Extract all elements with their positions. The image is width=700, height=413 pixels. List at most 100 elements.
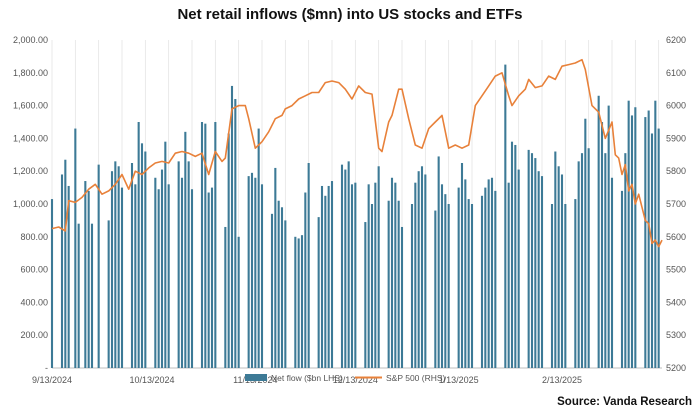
y-left-tick-label: 1,000.00 bbox=[13, 199, 48, 209]
bar bbox=[257, 128, 260, 368]
bar bbox=[200, 122, 204, 368]
bar bbox=[620, 190, 624, 368]
bar bbox=[297, 238, 300, 368]
bar bbox=[654, 100, 657, 369]
bar bbox=[320, 185, 324, 368]
bar bbox=[340, 164, 344, 368]
y-right-tick-label: 5400 bbox=[666, 297, 686, 307]
bar bbox=[400, 226, 404, 368]
bar bbox=[554, 151, 557, 368]
bar bbox=[107, 220, 110, 368]
bar bbox=[447, 204, 450, 368]
sp500-line bbox=[51, 58, 663, 248]
bar bbox=[214, 122, 217, 368]
bar bbox=[144, 151, 147, 368]
bar bbox=[557, 166, 560, 368]
y-right-tick-label: 5200 bbox=[666, 363, 686, 373]
y-left-tick-label: 1,400.00 bbox=[13, 133, 48, 143]
bar bbox=[184, 131, 187, 368]
bar bbox=[354, 182, 357, 368]
bar bbox=[577, 161, 580, 368]
bar bbox=[137, 122, 140, 368]
bar bbox=[284, 220, 287, 368]
y-right-tick-label: 5600 bbox=[666, 232, 686, 242]
bar bbox=[74, 128, 77, 368]
bar bbox=[634, 107, 637, 369]
bar bbox=[414, 182, 417, 368]
bar bbox=[177, 161, 180, 368]
bar bbox=[210, 187, 214, 368]
y-left-tick-label: 2,000.00 bbox=[13, 35, 48, 45]
bar bbox=[604, 153, 607, 368]
bar bbox=[280, 207, 284, 368]
y-right-tick-label: 6000 bbox=[666, 101, 686, 111]
bar bbox=[270, 213, 274, 368]
x-tick-label: 9/13/2024 bbox=[32, 375, 72, 385]
bar bbox=[304, 192, 307, 368]
bar bbox=[324, 195, 327, 368]
bar bbox=[517, 169, 520, 368]
bar bbox=[397, 200, 400, 368]
bar bbox=[370, 204, 374, 368]
bar bbox=[64, 159, 67, 368]
bar bbox=[420, 166, 424, 368]
bar bbox=[490, 177, 494, 368]
bar bbox=[550, 204, 554, 368]
bar bbox=[580, 153, 584, 368]
y-right-tick-label: 6100 bbox=[666, 68, 686, 78]
y-left-tick-label: 200.00 bbox=[20, 330, 48, 340]
bar bbox=[484, 187, 487, 368]
bar bbox=[440, 184, 444, 368]
bar bbox=[564, 204, 567, 368]
legend: Net flow ($bn LHS) S&P 500 (RHS) bbox=[245, 373, 446, 383]
y-left-tick-label: 1,800.00 bbox=[13, 68, 48, 78]
bar bbox=[294, 236, 297, 368]
x-tick-label: 1/13/2025 bbox=[439, 375, 479, 385]
bar bbox=[237, 236, 240, 368]
legend-line-label: S&P 500 (RHS) bbox=[386, 373, 446, 383]
bar bbox=[464, 179, 467, 368]
bar bbox=[204, 123, 207, 368]
bar bbox=[300, 235, 304, 368]
bar bbox=[650, 133, 654, 368]
y-left-tick-label: - bbox=[45, 363, 48, 373]
bar bbox=[97, 164, 100, 368]
bar bbox=[260, 184, 264, 368]
bar bbox=[317, 217, 320, 368]
bar bbox=[607, 105, 610, 368]
bar bbox=[130, 163, 134, 368]
bar bbox=[114, 161, 117, 368]
bar bbox=[394, 182, 397, 368]
bar bbox=[164, 141, 167, 368]
bar bbox=[367, 184, 370, 368]
chart-title: Net retail inflows ($mn) into US stocks … bbox=[177, 6, 523, 23]
bar bbox=[117, 166, 120, 368]
y-left-tick-label: 400.00 bbox=[20, 297, 48, 307]
bar bbox=[494, 190, 497, 368]
bar bbox=[470, 204, 474, 368]
y-right-tick-label: 6200 bbox=[666, 35, 686, 45]
bar-layer bbox=[50, 64, 660, 369]
y-left-tick-label: 600.00 bbox=[20, 265, 48, 275]
bar bbox=[230, 85, 234, 369]
bar bbox=[387, 200, 390, 368]
bar bbox=[610, 177, 614, 368]
bar bbox=[417, 171, 420, 368]
bar bbox=[110, 171, 114, 368]
bar bbox=[307, 163, 310, 368]
bar bbox=[527, 149, 530, 368]
bar bbox=[457, 187, 460, 368]
legend-bar-swatch bbox=[245, 374, 267, 381]
bar bbox=[390, 177, 394, 368]
bar bbox=[437, 156, 440, 368]
bar bbox=[84, 181, 87, 368]
bar bbox=[480, 195, 484, 368]
bar bbox=[247, 176, 250, 368]
y-left-tick-label: 1,600.00 bbox=[13, 101, 48, 111]
bar bbox=[234, 99, 237, 368]
y-right-tick-label: 5700 bbox=[666, 199, 686, 209]
bar bbox=[190, 189, 194, 368]
source-note: Source: Vanda Research bbox=[557, 396, 692, 408]
bar bbox=[424, 174, 427, 368]
bar bbox=[274, 167, 277, 368]
